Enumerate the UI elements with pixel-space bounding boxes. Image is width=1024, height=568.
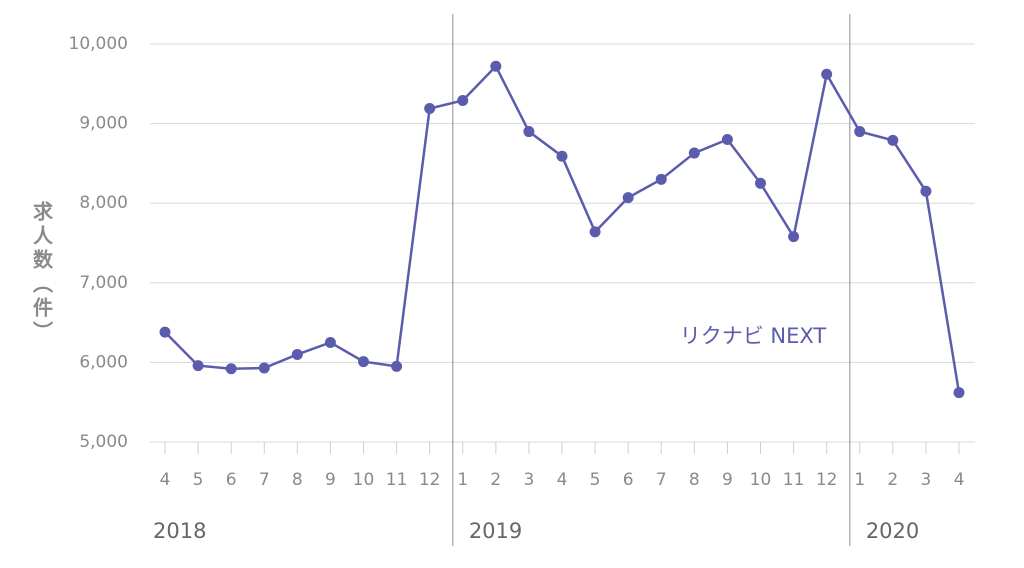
y-tick-label: 6,000 xyxy=(79,352,128,372)
data-point xyxy=(424,102,436,114)
x-tick-label: 9 xyxy=(722,470,733,490)
data-point xyxy=(755,177,766,189)
data-point xyxy=(556,150,568,162)
data-point xyxy=(854,126,866,138)
x-tick-label: 10 xyxy=(750,470,772,490)
data-point xyxy=(920,185,932,197)
data-point xyxy=(291,348,303,360)
data-point xyxy=(457,95,469,107)
data-point xyxy=(324,337,336,348)
y-tick-label: 9,000 xyxy=(79,114,128,134)
x-tick-label: 5 xyxy=(590,470,601,490)
data-point xyxy=(788,231,800,243)
x-tick-label: 11 xyxy=(386,470,408,490)
x-tick-label: 3 xyxy=(921,470,932,490)
data-point xyxy=(887,134,899,146)
x-tick-label: 1 xyxy=(457,470,468,490)
year-label: 2019 xyxy=(469,519,522,543)
x-tick-label: 7 xyxy=(656,470,667,490)
data-point xyxy=(721,134,733,146)
data-point xyxy=(622,192,634,204)
x-tick-label: 1 xyxy=(854,470,865,490)
data-point xyxy=(490,60,502,72)
x-tick-label: 4 xyxy=(954,470,965,490)
x-tick-label: 5 xyxy=(193,470,204,490)
data-point xyxy=(523,126,535,138)
x-tick-label: 8 xyxy=(292,470,303,490)
data-point xyxy=(258,362,270,374)
x-tick-label: 12 xyxy=(419,470,441,490)
data-point xyxy=(358,356,369,368)
x-tick-label: 4 xyxy=(557,470,568,490)
x-tick-label: 2 xyxy=(490,470,501,490)
data-point xyxy=(953,387,965,399)
year-label: 2018 xyxy=(153,519,206,543)
y-tick-label: 8,000 xyxy=(79,193,128,213)
x-tick-label: 10 xyxy=(353,470,375,490)
x-tick-label: 8 xyxy=(689,470,700,490)
x-tick-label: 2 xyxy=(887,470,898,490)
data-point xyxy=(688,147,700,159)
annotation: リクナビ NEXT xyxy=(680,324,827,348)
x-tick-label: 3 xyxy=(524,470,535,490)
y-tick-label: 10,000 xyxy=(69,34,128,54)
data-point xyxy=(589,226,601,238)
series-line xyxy=(164,64,961,393)
y-axis-label: 求人数（件） xyxy=(30,201,54,345)
y-tick-label: 5,000 xyxy=(79,432,128,452)
data-point xyxy=(821,68,833,80)
x-tick-label: 11 xyxy=(783,470,805,490)
x-tick-label: 4 xyxy=(160,470,171,490)
data-point xyxy=(192,360,204,372)
year-label: 2020 xyxy=(866,519,919,543)
data-point xyxy=(391,360,403,372)
x-tick-label: 12 xyxy=(816,470,838,490)
y-tick-label: 7,000 xyxy=(79,273,128,293)
data-point xyxy=(159,326,171,338)
x-tick-label: 6 xyxy=(226,470,237,490)
x-tick-label: 9 xyxy=(325,470,336,490)
data-point xyxy=(225,363,237,375)
x-tick-label: 7 xyxy=(259,470,270,490)
data-point xyxy=(655,173,667,185)
x-tick-label: 6 xyxy=(623,470,634,490)
